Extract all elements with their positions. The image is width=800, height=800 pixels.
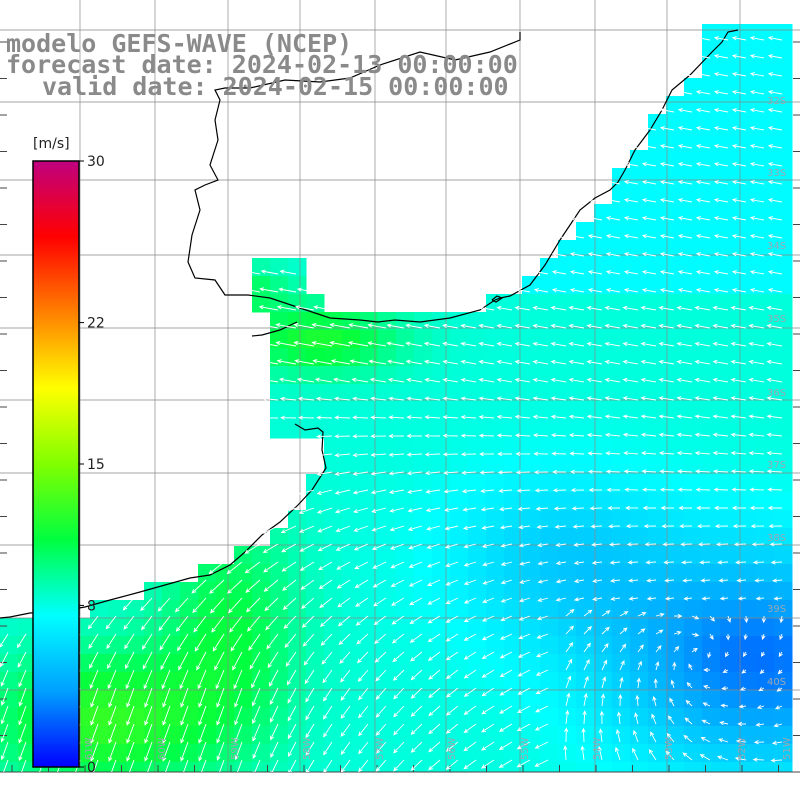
colorbar-gradient (32, 160, 80, 768)
colorbar-tick-label: 22 (87, 316, 105, 332)
title-model: modelo GEFS-WAVE (NCEP) (6, 29, 352, 58)
lat-label: 32S (767, 96, 786, 107)
lon-label: 61W (84, 737, 95, 760)
lat-label: 40S (767, 677, 786, 688)
lon-label: 54W (592, 737, 603, 760)
lon-label: 56W (447, 737, 458, 760)
lat-label: 38S (767, 533, 786, 544)
lon-label: 60W (157, 737, 168, 760)
colorbar-tick-label: 8 (87, 598, 96, 614)
lon-label: 53W (664, 737, 675, 760)
lat-label: 39S (767, 604, 786, 615)
lat-label: 35S (767, 314, 786, 325)
lat-label: 34S (767, 241, 786, 252)
colorbar: [m/s] 30 22 15 8 0 (32, 136, 105, 776)
lat-label: 33S (767, 168, 786, 179)
colorbar-unit: [m/s] (33, 136, 70, 152)
lon-label: 59W (230, 737, 241, 760)
colorbar-tick-label: 15 (87, 457, 105, 473)
lat-label: 36S (767, 388, 786, 399)
lon-label: 57W (375, 737, 386, 760)
longitude-labels: 61W 60W 59W 58W 57W 56W 55W 54W 53W 52W 51W (84, 737, 793, 760)
latitude-labels: 32S 33S 34S 35S 36S 37S 38S 39S 40S (767, 96, 786, 688)
lon-label: 52W (737, 737, 748, 760)
colorbar-tick-label: 30 (87, 154, 105, 170)
lon-label: 58W (302, 737, 313, 760)
title-forecast-date: forecast date: 2024-02-13 00:00:00 (6, 50, 518, 79)
lat-label: 37S (767, 460, 786, 471)
colorbar-tick-label: 0 (87, 760, 96, 776)
lon-label: 51W (782, 737, 793, 760)
title-valid-date: valid date: 2024-02-15 00:00:00 (42, 72, 509, 101)
map-title: modelo GEFS-WAVE (NCEP) forecast date: 2… (6, 29, 518, 101)
lat-lon-grid (0, 0, 800, 773)
lon-label: 55W (520, 737, 531, 760)
